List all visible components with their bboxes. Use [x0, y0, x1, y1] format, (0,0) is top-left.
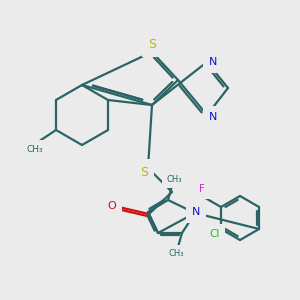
Text: N: N: [192, 207, 200, 217]
Text: F: F: [193, 191, 198, 201]
Text: CH₃: CH₃: [27, 145, 43, 154]
Text: CH₃: CH₃: [168, 250, 184, 259]
Text: F: F: [199, 184, 205, 194]
Text: CH₃: CH₃: [166, 175, 182, 184]
Text: N: N: [209, 57, 217, 67]
Text: Cl: Cl: [210, 229, 220, 239]
Text: F: F: [195, 187, 200, 196]
Text: O: O: [108, 201, 116, 211]
Text: N: N: [209, 112, 217, 122]
Text: S: S: [140, 166, 148, 178]
Text: S: S: [148, 38, 156, 50]
